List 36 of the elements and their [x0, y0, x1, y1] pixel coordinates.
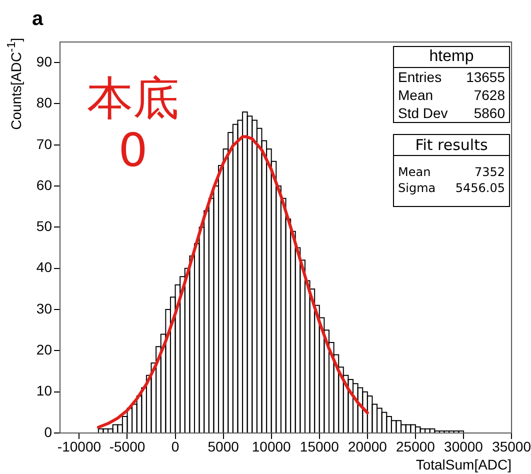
annotation: 7352	[474, 165, 505, 179]
y-tick-label: 90	[36, 53, 52, 70]
x-tick-label: 35000	[492, 438, 531, 454]
x-tick-label: 30000	[444, 438, 484, 454]
x-tick-label: 0	[171, 438, 180, 454]
x-tick-label: 15000	[300, 438, 340, 454]
chart-title: a	[32, 8, 44, 31]
x-tick-label: 10000	[252, 438, 292, 454]
annotation: 13655	[466, 69, 505, 85]
annotation: Entries	[398, 69, 442, 85]
annotation: 5860	[474, 105, 505, 121]
x-tick-label: 5000	[208, 438, 240, 454]
y-tick-label: 60	[36, 176, 52, 193]
x-tick-label: -10000	[57, 438, 102, 454]
annotation: 7628	[474, 87, 505, 103]
x-tick-label: -5000	[109, 438, 146, 454]
annotation: Fit results	[394, 135, 509, 156]
annotation: 0	[117, 123, 149, 177]
x-tick-label: 25000	[396, 438, 436, 454]
y-tick-label: 30	[36, 300, 52, 316]
annotation: Mean	[398, 87, 434, 103]
y-tick-label: 50	[36, 218, 52, 234]
y-tick-label: 10	[36, 382, 52, 399]
y-tick-label: 40	[36, 259, 52, 276]
annotation: 本底	[86, 71, 180, 125]
y-tick-label: 80	[36, 94, 52, 111]
annotation: 5456.05	[455, 181, 505, 195]
y-tick-label: 20	[36, 342, 52, 358]
annotation: Sigma	[398, 181, 436, 195]
annotation: Std Dev	[398, 105, 448, 121]
x-axis-title: TotalSum[ADC]	[416, 456, 512, 472]
annotation: htemp	[394, 47, 509, 68]
annotation: Mean	[398, 165, 431, 179]
y-tick-label: 0	[44, 424, 52, 440]
x-tick-label: 20000	[348, 438, 388, 454]
y-tick-label: 70	[36, 136, 52, 152]
